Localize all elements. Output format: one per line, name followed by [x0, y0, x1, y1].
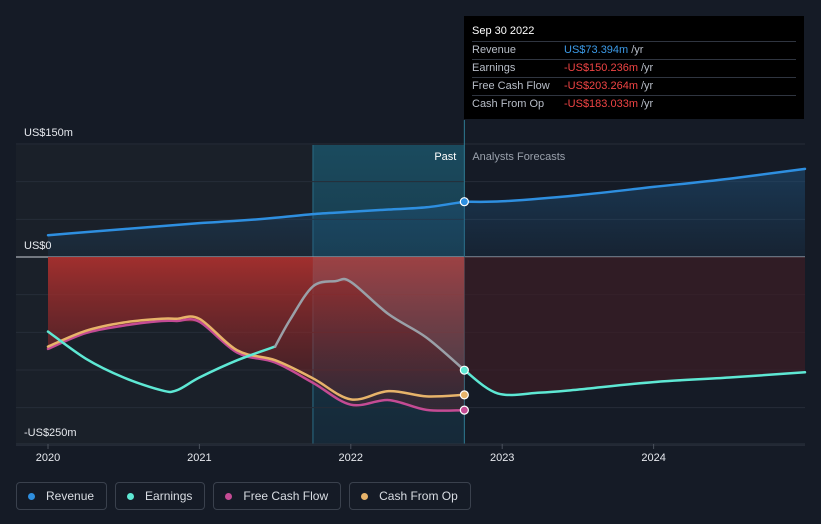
- tooltip-value: US$73.394m: [564, 44, 629, 56]
- tooltip-row-free-cash-flow: Free Cash Flow -US$203.264m /yr: [472, 78, 796, 96]
- y-tick-label: US$0: [24, 240, 52, 252]
- legend-item-revenue[interactable]: Revenue: [16, 482, 108, 510]
- revenue-dot: [459, 197, 469, 207]
- free-cash-flow-dot: [459, 405, 469, 415]
- x-tick-label: 2020: [36, 452, 60, 464]
- earnings-line-forecast: [463, 368, 807, 397]
- revenue-line-forecast: [463, 167, 807, 204]
- tooltip-row-revenue: Revenue US$73.394m /yr: [472, 42, 796, 60]
- tooltip-value: -US$203.264m: [564, 80, 638, 92]
- legend-item-cash-from-op[interactable]: Cash From Op: [349, 482, 471, 510]
- tooltip-label: Free Cash Flow: [472, 80, 550, 92]
- tooltip-value: -US$183.033m: [564, 98, 638, 110]
- revenue-line-past: [46, 200, 466, 237]
- legend: Revenue Earnings Free Cash Flow Cash Fro…: [16, 482, 471, 510]
- tooltip-value: -US$150.236m: [564, 62, 638, 74]
- negative-forecast-area: [464, 257, 805, 394]
- tooltip-label: Cash From Op: [472, 98, 545, 110]
- earnings-line-past: [46, 330, 277, 394]
- legend-label: Free Cash Flow: [243, 489, 329, 503]
- legend-item-earnings[interactable]: Earnings: [115, 482, 206, 510]
- legend-dot-icon: [225, 492, 233, 500]
- x-tick-label: 2021: [187, 452, 211, 464]
- tooltip-unit: /yr: [641, 80, 654, 92]
- legend-dot-icon: [361, 492, 369, 500]
- legend-dot-icon: [127, 492, 135, 500]
- y-tick-label: US$150m: [24, 127, 73, 139]
- tooltip-row-cash-from-op: Cash From Op -US$183.033m /yr: [472, 96, 796, 113]
- legend-label: Revenue: [46, 489, 95, 503]
- cash-from-op-line-past: [46, 315, 466, 401]
- past-label: Past: [434, 151, 456, 163]
- tooltip-unit: /yr: [641, 62, 654, 74]
- x-tick-label: 2024: [641, 452, 665, 464]
- cash-from-op-dot: [459, 390, 469, 400]
- legend-item-free-cash-flow[interactable]: Free Cash Flow: [213, 482, 342, 510]
- earnings-line-band: [273, 277, 466, 372]
- x-tick-label: 2022: [339, 452, 363, 464]
- tooltip: Sep 30 2022 Revenue US$73.394m /yr Earni…: [464, 16, 804, 119]
- legend-label: Cash From Op: [379, 489, 458, 503]
- tooltip-row-earnings: Earnings -US$150.236m /yr: [472, 60, 796, 78]
- earnings-dot: [459, 365, 469, 375]
- negative-past-area: [48, 257, 465, 411]
- forecast-label: Analysts Forecasts: [472, 151, 565, 163]
- tooltip-unit: /yr: [631, 44, 644, 56]
- legend-label: Earnings: [145, 489, 193, 503]
- y-tick-label: -US$250m: [24, 427, 77, 439]
- x-tick-label: 2023: [490, 452, 514, 464]
- tooltip-label: Revenue: [472, 44, 517, 56]
- revenue-area: [48, 168, 805, 257]
- tooltip-label: Earnings: [472, 62, 516, 74]
- tooltip-date: Sep 30 2022: [472, 24, 796, 42]
- legend-dot-icon: [28, 492, 35, 500]
- free-cash-flow-line-past: [46, 318, 466, 412]
- tooltip-unit: /yr: [641, 98, 654, 110]
